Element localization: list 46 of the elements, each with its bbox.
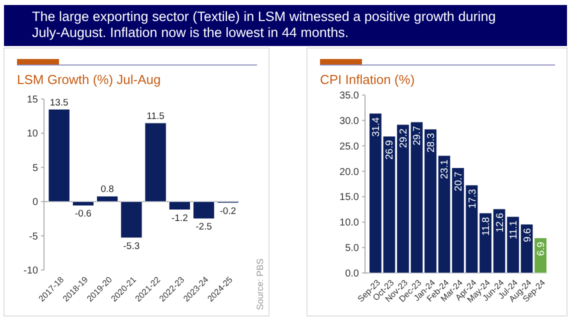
y-tick-label: 0.0: [345, 268, 360, 280]
y-tick-label: 20.0: [340, 166, 360, 178]
data-label: 12.6: [494, 212, 506, 232]
y-tick-label: 5.0: [345, 243, 360, 254]
bar: [96, 196, 118, 202]
data-label: 17.3: [467, 188, 478, 208]
y-tick-label: 0: [32, 197, 38, 208]
data-label: -1.2: [171, 212, 188, 224]
y-tick-label: 15: [26, 94, 38, 106]
y-tick-label: 30.0: [340, 116, 360, 127]
data-label: 11.5: [146, 110, 164, 122]
bar: [168, 201, 191, 210]
data-label: 23.1: [440, 159, 451, 179]
data-label: -2.5: [196, 222, 212, 233]
y-tick-label: 10.0: [340, 218, 360, 229]
data-label: 6.9: [536, 241, 548, 256]
data-label: -5.3: [123, 240, 140, 252]
data-label: -0.6: [75, 208, 92, 220]
y-tick-label: -10: [24, 266, 38, 276]
data-label: 28.3: [426, 132, 437, 153]
bar: [48, 109, 70, 202]
bar: [120, 201, 142, 238]
data-label: 13.5: [50, 97, 68, 108]
data-label: 29.7: [412, 126, 424, 146]
source-note: Source: PBS: [255, 258, 265, 310]
bar: [192, 201, 215, 219]
y-tick-label: 15.0: [340, 192, 360, 204]
data-label: 0.8: [100, 184, 114, 196]
bar: [72, 201, 94, 206]
y-tick-label: 35.0: [340, 90, 360, 102]
data-label: 20.7: [454, 171, 464, 192]
y-tick-label: -5: [29, 231, 38, 242]
bar: [144, 122, 166, 202]
data-label: 11.8: [481, 216, 492, 236]
data-label: 9.6: [522, 228, 534, 242]
chart-title: LSM Growth (%) Jul-Aug: [17, 72, 161, 87]
data-label: 29.2: [398, 128, 410, 148]
data-label: 31.4: [370, 116, 382, 137]
chart-title: CPI Inflation (%): [320, 72, 415, 87]
data-label: -0.2: [220, 206, 236, 217]
y-tick-label: 5: [32, 162, 38, 174]
text: The large exporting sector (Textile) in LSM witnessed a positive growth during July-August. Inflation now is the lowest in 44 months.: [32, 9, 496, 40]
y-tick-label: 10: [26, 128, 38, 140]
data-label: 11.1: [508, 220, 520, 240]
y-tick-label: 25.0: [340, 141, 360, 152]
data-label: 26.9: [384, 140, 396, 160]
